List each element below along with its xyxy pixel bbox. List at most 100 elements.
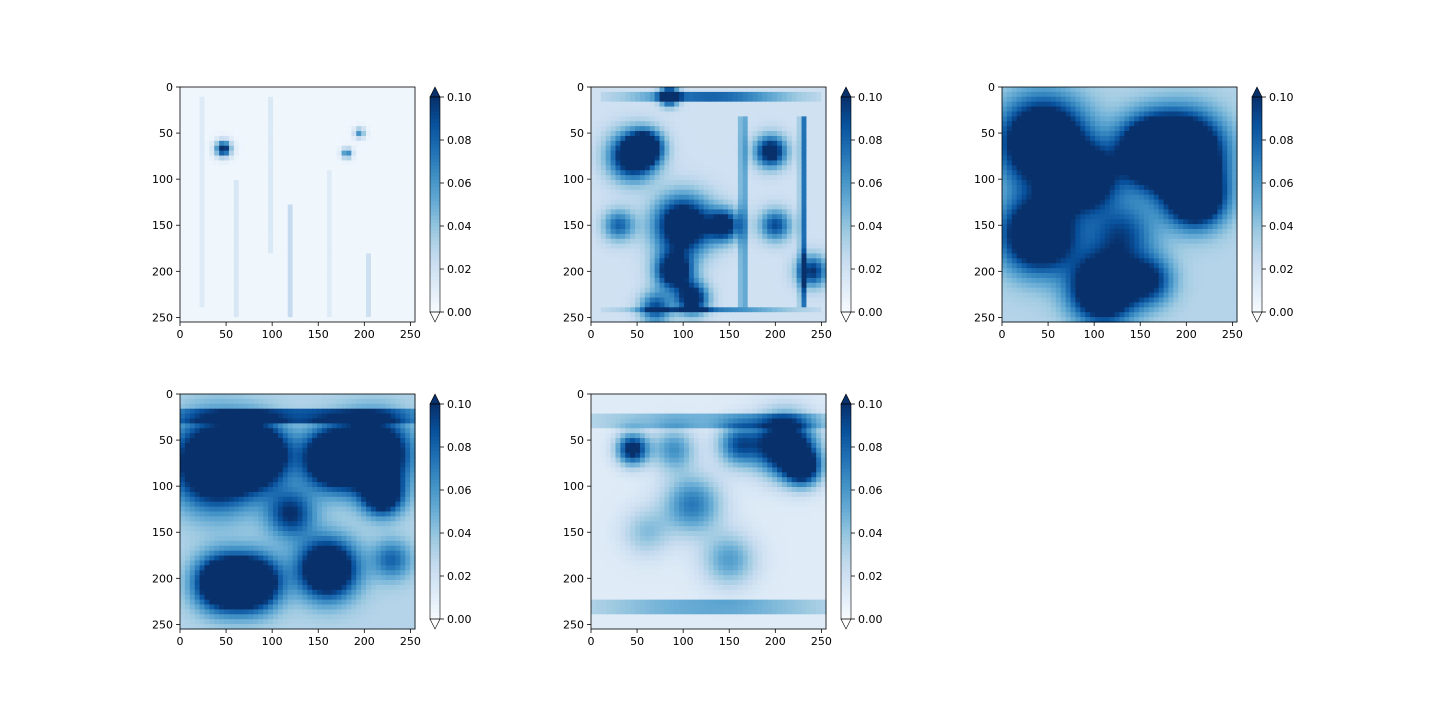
heatmap-cell bbox=[723, 248, 729, 255]
y-tick-label: 50 bbox=[159, 127, 173, 140]
heatmap-cell bbox=[644, 175, 651, 181]
heatmap-cell bbox=[698, 184, 705, 191]
heatmap-cell bbox=[796, 282, 803, 289]
heatmap-cell bbox=[214, 297, 220, 304]
heatmap-cell bbox=[752, 228, 759, 235]
heatmap-cell bbox=[610, 209, 617, 215]
heatmap-cell bbox=[728, 135, 734, 142]
heatmap-cell bbox=[767, 297, 773, 304]
heatmap-cell bbox=[331, 273, 338, 279]
heatmap-cell bbox=[228, 180, 235, 186]
heatmap-cell bbox=[184, 297, 191, 304]
heatmap-cell bbox=[277, 214, 284, 220]
heatmap-cell bbox=[811, 302, 817, 308]
heatmap-cell bbox=[214, 91, 220, 98]
heatmap-cell bbox=[781, 135, 788, 142]
heatmap-cell bbox=[791, 307, 798, 313]
heatmap-cell bbox=[752, 126, 759, 132]
heatmap-cell bbox=[317, 277, 323, 284]
heatmap-cell bbox=[718, 145, 724, 152]
heatmap-cell bbox=[331, 248, 338, 255]
heatmap-cell bbox=[292, 297, 299, 304]
heatmap-cell bbox=[615, 287, 621, 294]
heatmap-cell bbox=[307, 189, 313, 196]
heatmap-cell bbox=[243, 297, 250, 304]
heatmap-cell bbox=[777, 209, 783, 215]
heatmap-cell bbox=[204, 121, 210, 127]
heatmap-cell bbox=[258, 126, 264, 132]
heatmap-cell bbox=[209, 312, 215, 318]
heatmap-cell bbox=[1046, 101, 1052, 108]
heatmap-cell bbox=[366, 160, 372, 166]
heatmap-cell bbox=[595, 111, 602, 117]
heatmap-cell bbox=[189, 126, 196, 132]
heatmap-cell bbox=[253, 228, 259, 235]
heatmap-cell bbox=[233, 312, 240, 318]
heatmap-cell bbox=[1183, 87, 1189, 93]
heatmap-cell bbox=[767, 106, 773, 113]
heatmap-cell bbox=[336, 96, 343, 103]
heatmap-cell bbox=[268, 258, 274, 264]
heatmap-cell bbox=[1031, 87, 1037, 93]
heatmap-cell bbox=[273, 165, 279, 171]
heatmap-cell bbox=[238, 126, 245, 132]
heatmap-cell bbox=[253, 135, 259, 142]
heatmap-cell bbox=[728, 317, 734, 323]
heatmap-cell bbox=[1192, 96, 1199, 103]
heatmap-cell bbox=[693, 150, 700, 157]
heatmap-cell bbox=[331, 101, 338, 108]
heatmap-cell bbox=[366, 292, 372, 299]
heatmap-cell bbox=[698, 317, 705, 323]
heatmap-cell bbox=[595, 258, 602, 264]
heatmap-cell bbox=[718, 268, 724, 274]
heatmap-cell bbox=[184, 258, 191, 264]
heatmap-cell bbox=[639, 268, 646, 274]
heatmap-cell bbox=[326, 273, 333, 279]
heatmap-cell bbox=[816, 170, 822, 176]
heatmap-cell bbox=[595, 155, 602, 162]
heatmap-cell bbox=[728, 224, 734, 230]
heatmap-cell bbox=[194, 297, 201, 304]
heatmap-cell bbox=[273, 106, 279, 113]
heatmap-cell bbox=[679, 263, 685, 269]
heatmap-cell bbox=[732, 180, 739, 186]
heatmap-cell bbox=[728, 258, 734, 264]
heatmap-cell bbox=[400, 248, 406, 255]
heatmap-cell bbox=[679, 253, 685, 259]
heatmap-cell bbox=[796, 248, 803, 255]
heatmap-cell bbox=[664, 258, 670, 264]
heatmap-cell bbox=[346, 145, 352, 152]
heatmap-cell bbox=[214, 273, 220, 279]
heatmap-cell bbox=[821, 111, 827, 117]
heatmap-cell bbox=[326, 253, 333, 259]
heatmap-cell bbox=[644, 263, 651, 269]
heatmap-cell bbox=[635, 233, 641, 240]
heatmap-cell bbox=[194, 155, 201, 162]
heatmap-cell bbox=[258, 243, 264, 250]
colorbar-segment bbox=[430, 251, 440, 256]
heatmap-cell bbox=[630, 238, 636, 245]
heatmap-cell bbox=[287, 101, 294, 108]
colorbar-segment bbox=[430, 218, 440, 224]
heatmap-cell bbox=[243, 204, 250, 210]
heatmap-cell bbox=[639, 277, 646, 284]
heatmap-cell bbox=[742, 170, 749, 176]
heatmap-cell bbox=[600, 233, 607, 240]
heatmap-cell bbox=[791, 91, 798, 98]
heatmap-cell bbox=[630, 282, 636, 289]
heatmap-cell bbox=[189, 292, 196, 299]
heatmap-cell bbox=[679, 224, 685, 230]
heatmap-cell bbox=[767, 180, 773, 186]
heatmap-cell bbox=[282, 189, 289, 196]
heatmap-cell bbox=[595, 287, 602, 294]
heatmap-cell bbox=[302, 199, 308, 206]
heatmap-cell bbox=[781, 224, 788, 230]
heatmap-cell bbox=[292, 273, 299, 279]
heatmap-cell bbox=[400, 292, 406, 299]
heatmap-cell bbox=[219, 238, 225, 245]
heatmap-cell bbox=[341, 287, 348, 294]
heatmap-cell bbox=[292, 228, 299, 235]
heatmap-cell bbox=[688, 273, 695, 279]
heatmap-cell bbox=[757, 312, 763, 318]
